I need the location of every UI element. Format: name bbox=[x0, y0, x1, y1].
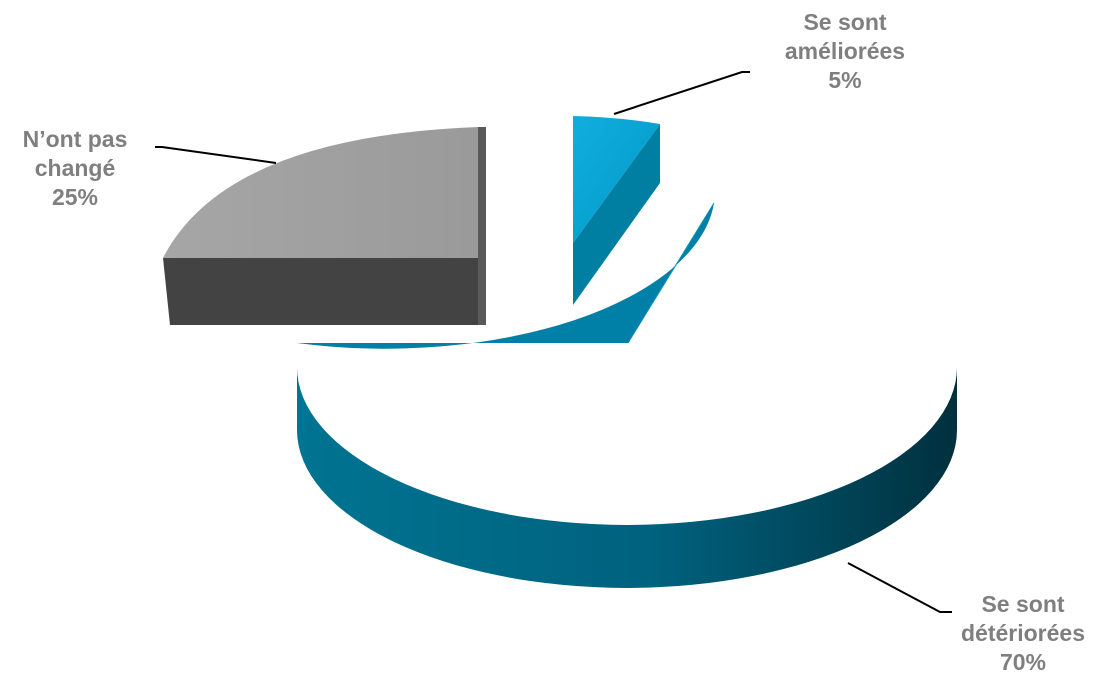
label-deteriorees-value: 70% bbox=[999, 649, 1047, 675]
slice-deteriorees-top bbox=[297, 203, 714, 349]
label-ameliorees-line1: Se sont bbox=[803, 9, 887, 35]
slice-ameliorees-top bbox=[573, 116, 660, 243]
label-deteriorees-line2: détériorées bbox=[960, 620, 1085, 646]
slice-deteriorees bbox=[297, 202, 957, 588]
label-ameliorees-line2: améliorées bbox=[784, 38, 906, 64]
label-ameliorees-value: 5% bbox=[828, 67, 862, 93]
leader-line-deteriorees bbox=[847, 562, 952, 613]
label-deteriorees: Se sont détériorées 70% bbox=[948, 590, 1098, 677]
label-deteriorees-line1: Se sont bbox=[981, 591, 1065, 617]
label-nont-pas-change-value: 25% bbox=[51, 184, 99, 210]
slice-ameliorees bbox=[573, 116, 660, 305]
leader-line-ameliorees bbox=[613, 71, 750, 115]
slice-nont-pas-change-top bbox=[163, 127, 478, 258]
slice-deteriorees-side bbox=[297, 367, 957, 588]
slice-nont-pas-change-side bbox=[163, 258, 478, 325]
label-nont-pas-change: N’ont pas changé 25% bbox=[0, 125, 150, 212]
label-nont-pas-change-line1: N’ont pas bbox=[22, 126, 128, 152]
leader-line-nont-pas-change bbox=[155, 146, 277, 164]
slice-nont-pas-change bbox=[163, 127, 486, 325]
label-ameliorees: Se sont améliorées 5% bbox=[760, 8, 930, 95]
slice-ameliorees-side bbox=[573, 124, 660, 305]
label-nont-pas-change-line2: changé bbox=[34, 155, 116, 181]
